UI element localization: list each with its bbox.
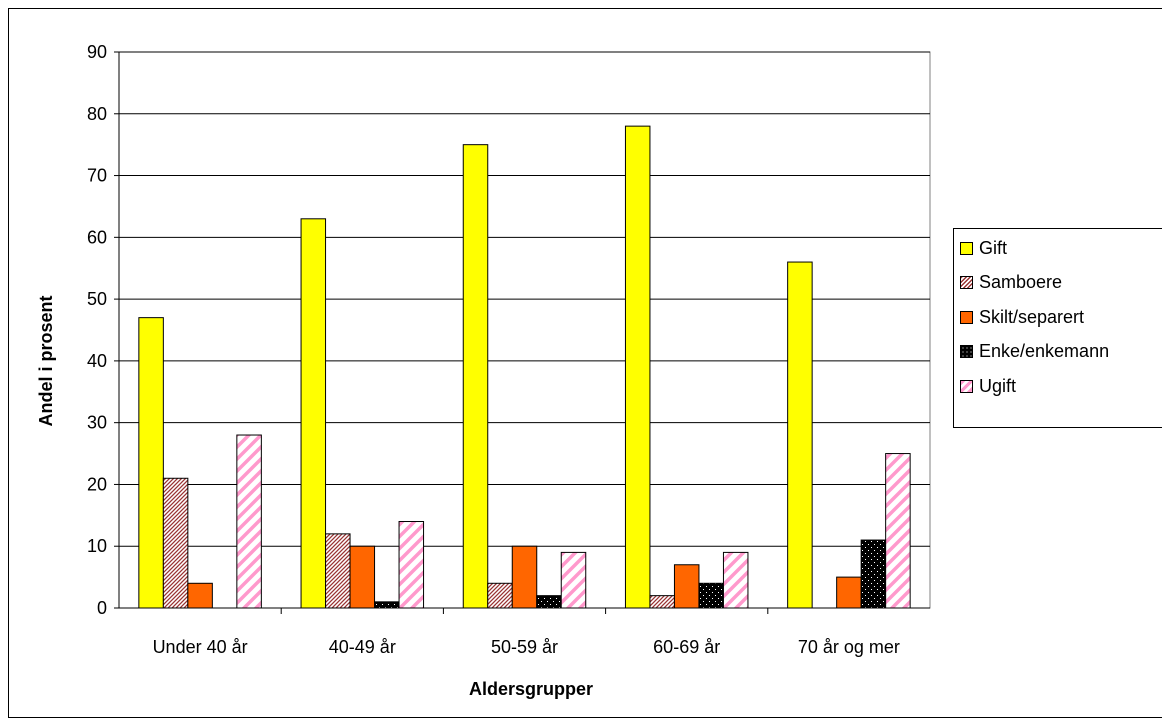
y-tick-label: 0: [97, 598, 107, 618]
bar-ugift-4: [885, 453, 911, 609]
bar-ugift-1: [398, 521, 425, 609]
bar-enke-enkemann-3: [698, 582, 724, 609]
legend-swatch: [960, 345, 973, 358]
y-tick-label: 90: [87, 42, 107, 62]
x-tick-label: Under 40 år: [153, 637, 248, 657]
legend-label: Samboere: [979, 272, 1063, 292]
legend-swatch: [960, 276, 973, 289]
x-tick-label: 50-59 år: [491, 637, 558, 657]
legend-label: Gift: [979, 237, 1008, 258]
bar-samboere-2: [487, 582, 513, 609]
legend-swatch: [960, 241, 973, 255]
bars: [138, 125, 911, 609]
bar-gift-2: [462, 144, 489, 609]
x-tick-label: 40-49 år: [329, 637, 396, 657]
x-tick-label: 70 år og mer: [798, 637, 900, 657]
bar-samboere-0: [162, 477, 189, 609]
y-tick-label: 40: [87, 351, 107, 371]
bar-skilt-separert-0: [187, 582, 213, 609]
axes: 0 10 20 30 40 50 60 70 80 90 Under 40 år 40-49 år 50…: [87, 42, 930, 657]
bar-gift-0: [138, 317, 164, 609]
bar-enke-enkemann-4: [860, 539, 887, 609]
x-tick-label: 60-69 år: [653, 637, 720, 657]
bar-enke-enkemann-1: [374, 601, 400, 609]
legend-item-enke-enkemann: Enke/enkemann: [960, 339, 1109, 365]
legend-item-gift: Gift: [960, 235, 1007, 261]
y-tick-label: 60: [87, 227, 107, 247]
bar-skilt-separert-4: [836, 576, 862, 609]
bar-gift-3: [624, 125, 651, 609]
y-axis-title: Andel i prosent: [36, 295, 56, 426]
y-tick-label: 80: [87, 104, 107, 124]
bar-skilt-separert-2: [511, 545, 538, 609]
bar-samboere-1: [325, 533, 351, 609]
y-tick-label: 30: [87, 413, 107, 433]
x-axis-title: Aldersgrupper: [469, 679, 593, 699]
legend-item-skilt-separert: Skilt/separert: [960, 304, 1084, 330]
legend-swatch: [960, 310, 973, 324]
legend-label: Skilt/separert: [979, 306, 1085, 327]
legend-label: Ugift: [979, 375, 1017, 396]
legend-item-ugift: Ugift: [960, 373, 1016, 399]
y-tick-label: 20: [87, 474, 107, 494]
y-tick-label: 70: [87, 166, 107, 186]
chart-frame: [8, 8, 1162, 718]
bar-skilt-separert-3: [673, 564, 700, 609]
legend: Gift Samboere Skilt/separert Enke/enkemann U…: [953, 228, 1162, 428]
bar-gift-4: [787, 261, 813, 609]
bar-enke-enkemann-2: [536, 595, 562, 609]
bar-ugift-0: [236, 434, 262, 609]
bar-ugift-2: [560, 551, 587, 609]
legend-item-samboere: Samboere: [960, 270, 1062, 296]
bar-ugift-3: [722, 551, 749, 609]
bar-skilt-separert-1: [349, 545, 376, 609]
y-tick-label: 50: [87, 289, 107, 309]
bar-gift-1: [300, 218, 327, 609]
bar-samboere-3: [649, 595, 675, 609]
y-tick-label: 10: [87, 536, 107, 556]
legend-swatch: [960, 379, 973, 393]
legend-label: Enke/enkemann: [979, 341, 1110, 361]
